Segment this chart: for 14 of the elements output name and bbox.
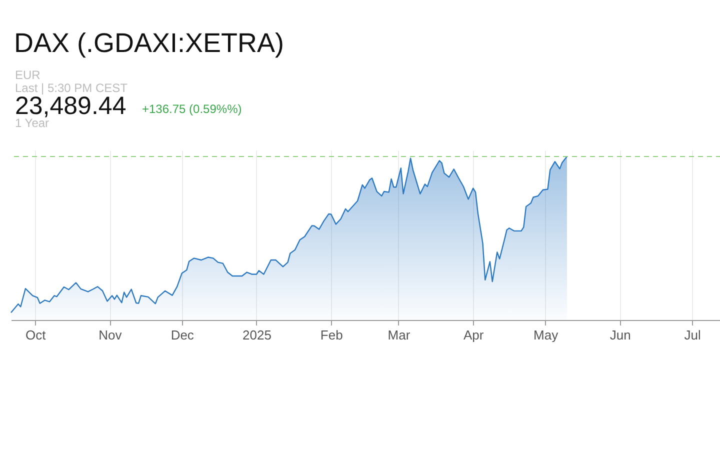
- x-tick-label: Nov: [98, 328, 122, 342]
- text: Last | 5:30 PM CEST: [15, 81, 128, 95]
- x-tick-label: Mar: [388, 328, 411, 342]
- x-tick-label: Apr: [463, 328, 484, 342]
- x-tick-label: Feb: [320, 328, 343, 342]
- x-tick-label: Oct: [25, 328, 46, 342]
- chart-title: DAX (.GDAXI:XETRA): [14, 28, 284, 58]
- x-tick-label: 2025: [242, 328, 272, 342]
- text: EUR: [15, 68, 40, 82]
- x-tick-label: Dec: [170, 328, 194, 342]
- x-tick-label: Jun: [610, 328, 631, 342]
- x-tick-label: Jul: [684, 328, 702, 342]
- text: +136.75 (0.59%%): [142, 102, 242, 116]
- x-tick-label: May: [534, 328, 559, 342]
